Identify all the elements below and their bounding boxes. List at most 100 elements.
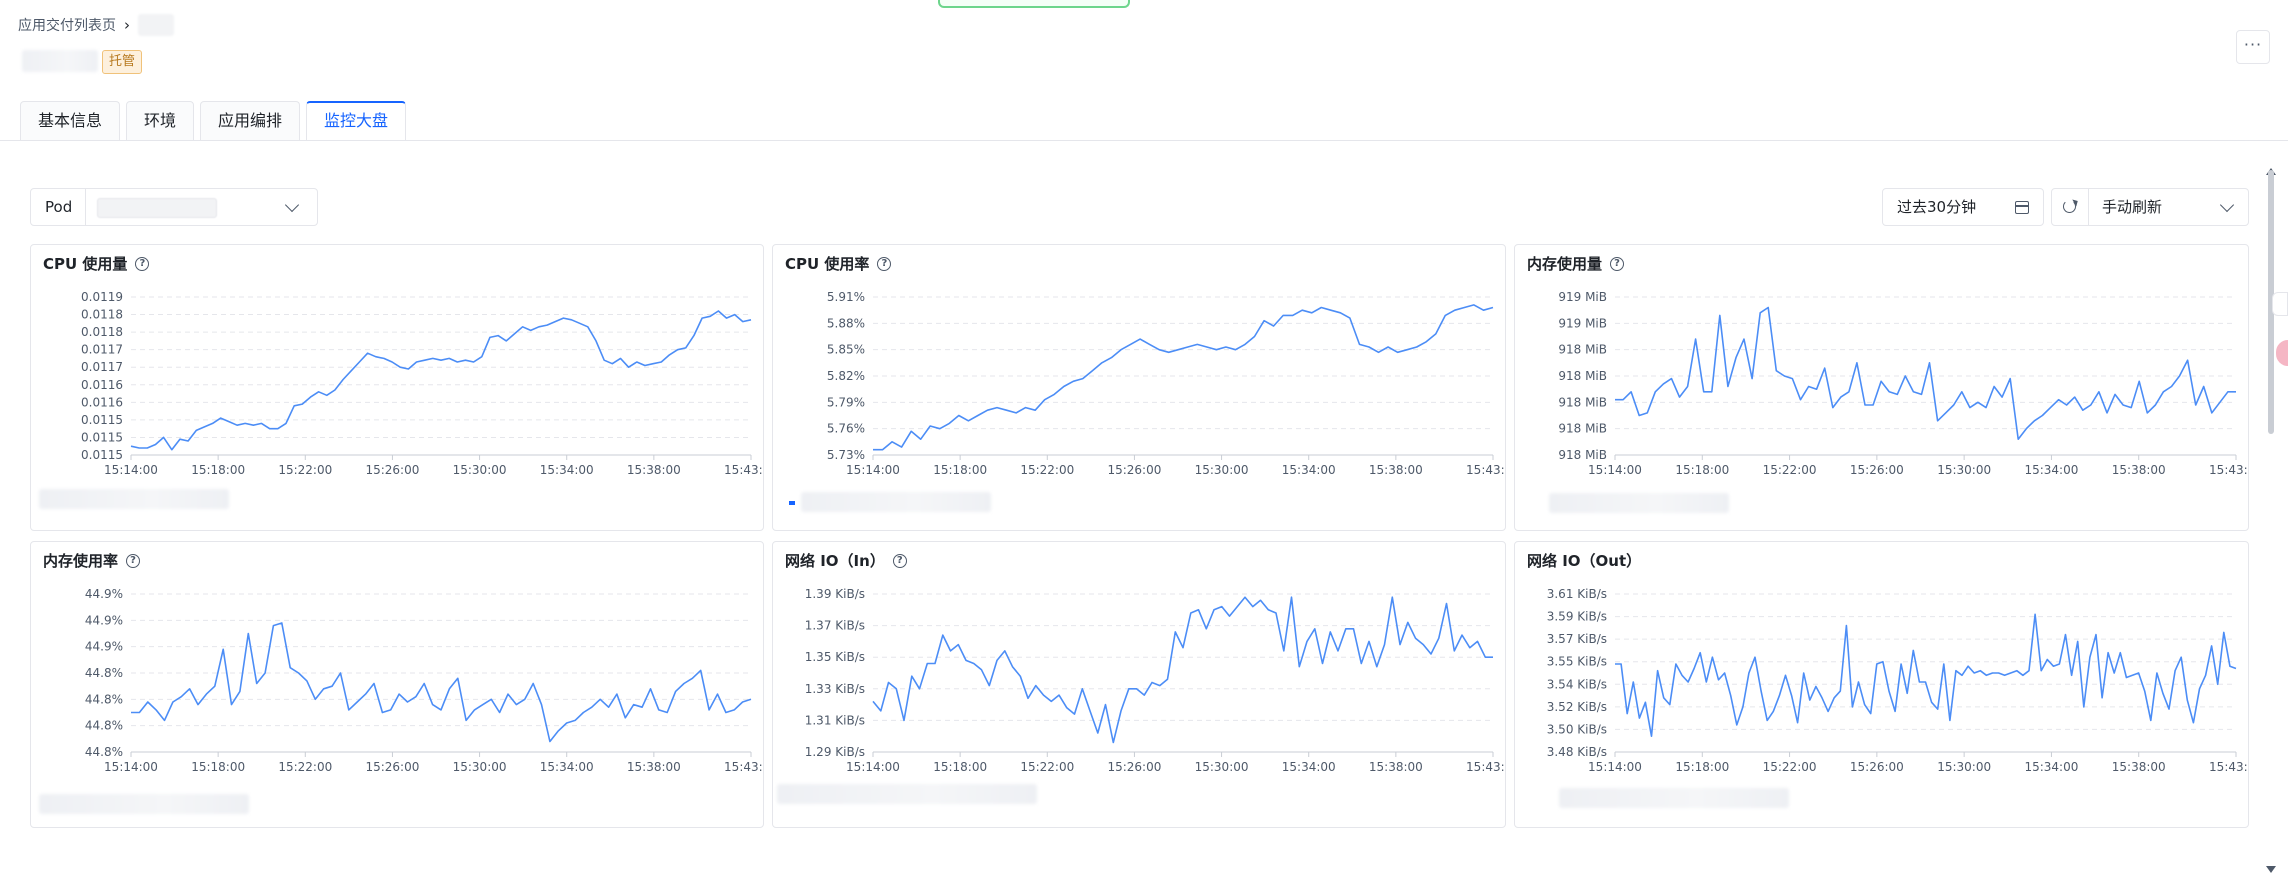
pod-label: Pod xyxy=(45,198,73,216)
x-tick-label: 15:43:29 xyxy=(1466,463,1505,477)
line-chart: 1.39 KiB/s 1.37 KiB/s 1.35 KiB/s 1.33 KiB/s… xyxy=(805,587,1505,774)
x-tick-label: 15:38:00 xyxy=(1369,760,1423,774)
y-tick-label: 0.0117 xyxy=(81,360,123,374)
legend-redacted xyxy=(1559,788,1789,808)
y-tick-label: 0.0116 xyxy=(81,395,123,409)
breadcrumb-root-link[interactable]: 应用交付列表页 xyxy=(18,18,116,34)
x-tick-label: 15:30:00 xyxy=(1195,760,1249,774)
y-tick-label: 44.8% xyxy=(85,719,123,733)
y-tick-label: 5.88% xyxy=(827,316,865,330)
refresh-mode-label[interactable]: 手动刷新 xyxy=(2102,198,2163,216)
panel-cpu-rate: CPU 使用率 ? 5.91% 5.88% 5.85% 5.82% 5.79% 5.76%… xyxy=(772,244,1506,531)
y-tick-label: 44.9% xyxy=(85,587,123,601)
y-tick-label: 0.0115 xyxy=(81,430,123,444)
calendar-icon xyxy=(2015,201,2029,214)
y-tick-label: 918 MiB xyxy=(1558,448,1607,462)
time-range-picker[interactable]: 过去30分钟 xyxy=(1882,188,2044,226)
tab-divider xyxy=(0,140,2288,141)
legend-redacted xyxy=(39,794,249,814)
series-line xyxy=(873,304,1494,451)
refresh-button[interactable] xyxy=(2052,189,2089,225)
x-tick-label: 15:34:00 xyxy=(2024,463,2078,477)
tab-basic-info[interactable]: 基本信息 xyxy=(20,101,121,140)
side-widget-icon[interactable] xyxy=(2272,292,2288,316)
x-tick-label: 15:14:00 xyxy=(104,760,158,774)
help-icon[interactable]: ? xyxy=(1610,256,1625,271)
pod-select[interactable]: Pod xyxy=(30,188,318,226)
tab-app-orchestration[interactable]: 应用编排 xyxy=(200,101,301,140)
series-line xyxy=(872,596,1493,744)
y-tick-label: 918 MiB xyxy=(1558,422,1607,436)
y-tick-label: 1.39 KiB/s xyxy=(805,587,865,601)
x-tick-label: 15:34:00 xyxy=(1282,463,1336,477)
toast-edge xyxy=(938,0,1130,8)
x-tick-label: 15:22:00 xyxy=(1763,760,1817,774)
panel-title-text: 网络 IO（In） xyxy=(785,552,885,570)
x-tick-label: 15:43:29 xyxy=(2209,463,2248,477)
x-tick-label: 15:26:00 xyxy=(365,463,419,477)
y-tick-label: 44.9% xyxy=(85,613,123,627)
x-tick-label: 15:38:00 xyxy=(627,760,681,774)
help-icon[interactable]: ? xyxy=(892,553,907,568)
x-tick-label: 15:26:00 xyxy=(1107,760,1161,774)
y-tick-label: 0.0118 xyxy=(81,308,123,322)
x-tick-label: 15:14:00 xyxy=(846,760,900,774)
y-tick-label: 5.82% xyxy=(827,369,865,383)
tab-environment[interactable]: 环境 xyxy=(126,101,195,140)
more-options-button[interactable]: ··· xyxy=(2236,30,2270,64)
panel-title-text: 内存使用率 xyxy=(43,552,119,570)
x-tick-label: 15:18:00 xyxy=(191,463,245,477)
x-tick-label: 15:22:00 xyxy=(1020,760,1074,774)
x-tick-label: 15:22:00 xyxy=(278,463,332,477)
y-tick-label: 3.52 KiB/s xyxy=(1547,700,1607,714)
time-range-label: 过去30分钟 xyxy=(1897,198,1977,216)
panel-title-text: 内存使用量 xyxy=(1527,255,1603,273)
y-tick-label: 3.50 KiB/s xyxy=(1547,722,1607,736)
series-line xyxy=(1615,306,2236,440)
x-tick-label: 15:14:00 xyxy=(104,463,158,477)
y-tick-label: 3.48 KiB/s xyxy=(1547,745,1607,759)
help-icon[interactable]: ? xyxy=(877,256,892,271)
x-tick-label: 15:38:00 xyxy=(1369,463,1423,477)
line-chart: 0.0119 0.0118 0.0118 0.0117 0.0117 0.0116 0.01… xyxy=(81,290,763,477)
refresh-icon xyxy=(2063,200,2076,213)
y-tick-label: 5.85% xyxy=(827,343,865,357)
vertical-scrollbar[interactable] xyxy=(2268,170,2274,434)
x-tick-label: 15:43:29 xyxy=(1466,760,1505,774)
breadcrumb-current-redacted xyxy=(138,14,174,36)
x-tick-label: 15:34:00 xyxy=(2024,760,2078,774)
chevron-down-icon xyxy=(284,197,300,213)
panel-title: CPU 使用率 ? xyxy=(785,253,892,274)
x-tick-label: 15:14:00 xyxy=(1588,760,1642,774)
help-icon[interactable]: ? xyxy=(126,553,141,568)
pod-divider xyxy=(85,189,86,225)
y-tick-label: 0.0117 xyxy=(81,343,123,357)
legend-redacted xyxy=(801,492,991,512)
y-tick-label: 1.37 KiB/s xyxy=(805,619,865,633)
y-tick-label: 44.8% xyxy=(85,666,123,680)
line-chart: 5.91% 5.88% 5.85% 5.82% 5.79% 5.76% 5.73%15:14… xyxy=(827,290,1505,477)
help-icon[interactable]: ? xyxy=(135,256,150,271)
scroll-down-arrow-icon[interactable] xyxy=(2266,866,2276,873)
side-assistant-icon[interactable] xyxy=(2276,340,2288,366)
panel-title: CPU 使用量 ? xyxy=(43,253,150,274)
tab-bar: 基本信息 环境 应用编排 监控大盘 xyxy=(20,101,407,142)
managed-tag: 托管 xyxy=(102,50,143,74)
y-tick-label: 918 MiB xyxy=(1558,343,1607,357)
y-tick-label: 44.8% xyxy=(85,745,123,759)
x-tick-label: 15:18:00 xyxy=(191,760,245,774)
x-tick-label: 15:30:00 xyxy=(453,760,507,774)
x-tick-label: 15:26:00 xyxy=(1850,760,1904,774)
y-tick-label: 0.0116 xyxy=(81,378,123,392)
line-chart: 919 MiB 919 MiB 918 MiB 918 MiB 918 MiB 918 M… xyxy=(1558,290,2248,477)
panel-title: 网络 IO（In） ? xyxy=(785,550,907,571)
x-tick-label: 15:43:29 xyxy=(724,760,763,774)
y-tick-label: 5.73% xyxy=(827,448,865,462)
line-chart: 3.61 KiB/s 3.59 KiB/s 3.57 KiB/s 3.55 KiB/s… xyxy=(1547,587,2248,774)
legend-redacted xyxy=(777,784,1037,804)
x-tick-label: 15:26:00 xyxy=(365,760,419,774)
y-tick-label: 1.31 KiB/s xyxy=(805,713,865,727)
x-tick-label: 15:26:00 xyxy=(1107,463,1161,477)
panel-title-text: 网络 IO（Out） xyxy=(1527,552,1642,570)
tab-monitoring-dashboard[interactable]: 监控大盘 xyxy=(306,101,407,142)
